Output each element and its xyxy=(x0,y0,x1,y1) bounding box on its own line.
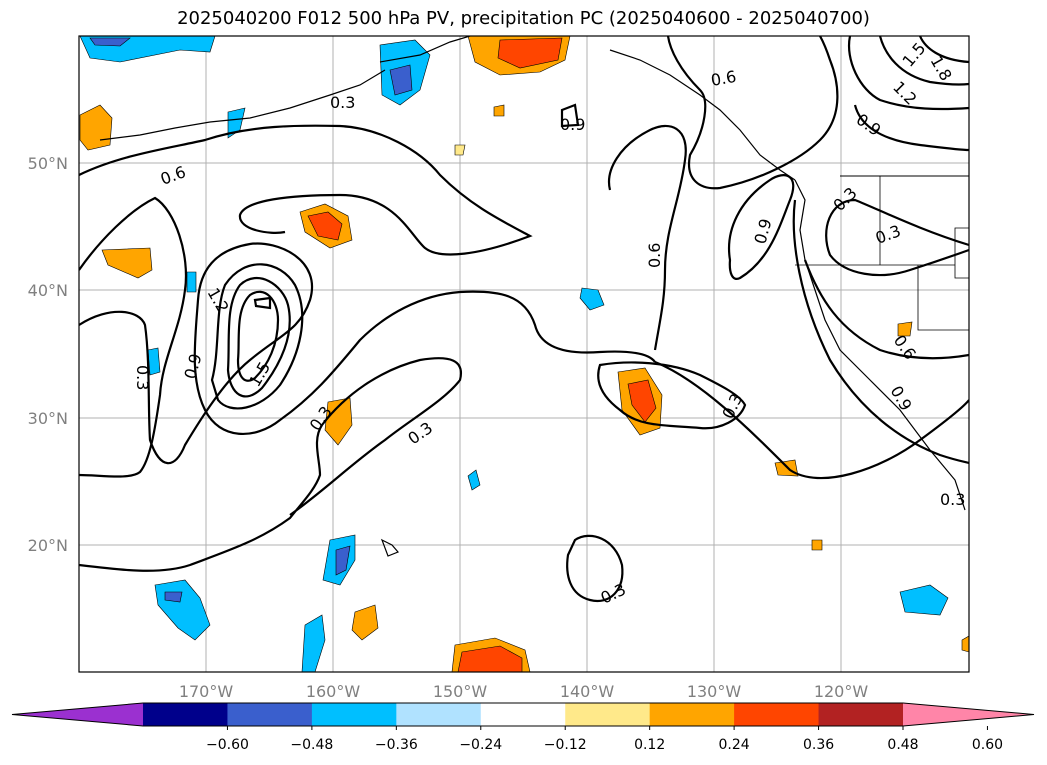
colorbar-tick-label: 0.48 xyxy=(887,737,918,753)
precip-blob xyxy=(164,591,183,603)
precip-blob xyxy=(351,604,379,641)
contour-label: 0.3 xyxy=(940,490,965,509)
colorbar-segment xyxy=(480,703,566,726)
contour-0.9-ne xyxy=(853,104,969,152)
contour-0.9-coast xyxy=(728,174,795,280)
colorbar-segment xyxy=(143,703,228,726)
precip-blob xyxy=(335,545,351,576)
contour-0.3-west xyxy=(79,196,187,478)
colorbar: −0.60 −0.48 −0.36 −0.24 −0.12 0.12 0.24 0.36 0.4… xyxy=(11,702,1035,753)
contour-0.3-east xyxy=(597,361,747,430)
contour-label: 0.3 xyxy=(330,93,355,112)
lon-label: 160°W xyxy=(306,682,361,701)
precip-fills xyxy=(79,36,969,672)
precip-blob xyxy=(79,104,113,151)
precip-blob xyxy=(147,347,161,376)
precip-blob xyxy=(307,211,343,241)
contour-0.6-ne xyxy=(666,36,839,190)
precip-blob xyxy=(457,645,523,672)
precip-blob xyxy=(454,144,466,156)
lon-label: 170°W xyxy=(179,682,234,701)
colorbar-tick-label: 0.36 xyxy=(803,737,834,753)
coastline-alaska xyxy=(379,36,471,63)
colorbar-tick-label: −0.24 xyxy=(459,737,502,753)
contour-label: 0.6 xyxy=(709,67,737,90)
colorbar-segment xyxy=(12,703,143,726)
coastline-panhandle xyxy=(609,49,796,181)
contour-1.2 xyxy=(226,277,291,398)
precip-blob xyxy=(897,321,913,337)
coastline-aleutians xyxy=(99,69,386,141)
contour-0.6-se xyxy=(803,259,969,360)
lat-label: 50°N xyxy=(28,154,68,173)
precip-blob xyxy=(301,614,326,672)
colorbar-segment xyxy=(311,703,397,726)
contour-label: 0.3 xyxy=(133,365,152,390)
precip-blob xyxy=(467,469,481,491)
contour-1.8 xyxy=(253,296,272,310)
precip-blob xyxy=(579,287,605,311)
colorbar-tick-label: −0.36 xyxy=(375,737,418,753)
colorbar-segment xyxy=(227,703,313,726)
pv-contours xyxy=(79,36,969,603)
precip-blob xyxy=(899,584,949,616)
contour-0.9-se xyxy=(792,199,969,465)
precip-blob xyxy=(627,379,657,423)
contour-0.6 xyxy=(79,124,533,256)
chart-title: 2025040200 F012 500 hPa PV, precipitatio… xyxy=(177,8,870,29)
colorbar-segment xyxy=(649,703,735,726)
colorbar-tick-label: 0.24 xyxy=(719,737,750,753)
contour-0.6-coast xyxy=(607,124,687,351)
lat-label: 40°N xyxy=(28,281,68,300)
lat-label: 20°N xyxy=(28,536,68,555)
lat-label: 30°N xyxy=(28,409,68,428)
contour-1.5-ne xyxy=(878,36,969,86)
coastline-hawaii xyxy=(380,538,400,557)
contour-0.3-ne xyxy=(825,198,969,277)
precip-blob xyxy=(389,64,413,96)
precip-blob xyxy=(961,635,969,653)
colorbar-segment xyxy=(565,703,651,726)
colorbar-segment xyxy=(903,703,1034,726)
colorbar-segment xyxy=(818,703,904,726)
contour-0.3-south xyxy=(566,534,624,603)
contour-label: 0.9 xyxy=(560,115,585,134)
colorbar-tick-label: −0.12 xyxy=(544,737,587,753)
colorbar-segment xyxy=(734,703,820,726)
contour-1.5 xyxy=(236,290,280,382)
border-state xyxy=(954,227,969,279)
precip-blob xyxy=(227,107,246,139)
colorbar-tick-label: 0.60 xyxy=(972,737,1003,753)
contour-0.3-se xyxy=(654,360,969,480)
map-border xyxy=(78,35,970,673)
lon-label: 130°W xyxy=(687,682,742,701)
lon-label: 140°W xyxy=(560,682,615,701)
contour-label: 0.6 xyxy=(645,243,664,268)
coastlines xyxy=(99,36,969,557)
colorbar-tick-label: −0.48 xyxy=(290,737,333,753)
contour-0.3-mid xyxy=(79,357,463,572)
contour-0.6-mid xyxy=(79,242,656,465)
precip-blob xyxy=(186,271,197,293)
precip-blob xyxy=(493,104,505,117)
contour-0.9 xyxy=(210,263,304,410)
precip-blob xyxy=(811,539,823,551)
precip-blob xyxy=(497,37,563,69)
colorbar-tick-label: 0.12 xyxy=(634,737,665,753)
coastline-west-coast xyxy=(794,179,966,511)
lon-label: 120°W xyxy=(814,682,869,701)
border-state xyxy=(917,265,969,331)
colorbar-tick-label: −0.60 xyxy=(206,737,249,753)
map-area xyxy=(79,36,969,672)
precip-blob xyxy=(89,37,131,47)
lon-label: 150°W xyxy=(433,682,488,701)
precip-blob xyxy=(101,247,153,279)
contour-1.2-ne xyxy=(847,36,969,111)
contour-small xyxy=(560,103,580,128)
contour-1.8-ne xyxy=(918,36,969,64)
colorbar-segment xyxy=(396,703,482,726)
colorbar-outline xyxy=(11,702,1035,727)
